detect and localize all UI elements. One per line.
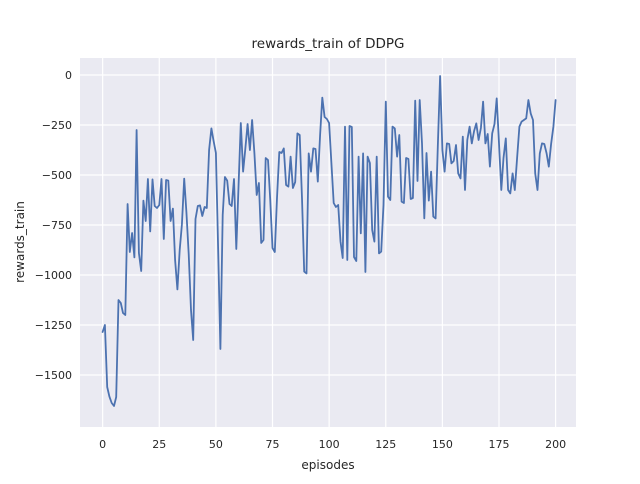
y-tick-label: −1250 [35, 319, 72, 332]
y-tick-label: −1500 [35, 369, 72, 382]
y-tick-label: −1000 [35, 269, 72, 282]
x-tick-labels: 0 25 50 75 100 125 150 175 200 [99, 438, 566, 451]
x-tick-label: 150 [432, 438, 453, 451]
x-tick-label: 75 [266, 438, 280, 451]
y-tick-label: 0 [65, 69, 72, 82]
y-tick-labels: 0 −250 −500 −750 −1000 −1250 −1500 [35, 69, 72, 382]
y-axis-label: rewards_train [13, 201, 27, 283]
y-gridlines [80, 74, 576, 376]
plot-area [80, 58, 576, 427]
y-tick-label: −750 [42, 219, 72, 232]
x-tick-label: 25 [152, 438, 166, 451]
x-tick-label: 0 [99, 438, 106, 451]
series-line-group [101, 75, 557, 407]
x-tick-label: 200 [545, 438, 566, 451]
x-tick-label: 125 [375, 438, 396, 451]
reward-line [101, 75, 557, 407]
y-tick-label: −250 [42, 119, 72, 132]
x-tick-label: 175 [488, 438, 509, 451]
chart-title: rewards_train of DDPG [252, 36, 405, 52]
y-tick-label: −500 [42, 169, 72, 182]
x-tick-label: 100 [319, 438, 340, 451]
x-axis-label: episodes [301, 458, 354, 472]
x-tick-label: 50 [209, 438, 223, 451]
